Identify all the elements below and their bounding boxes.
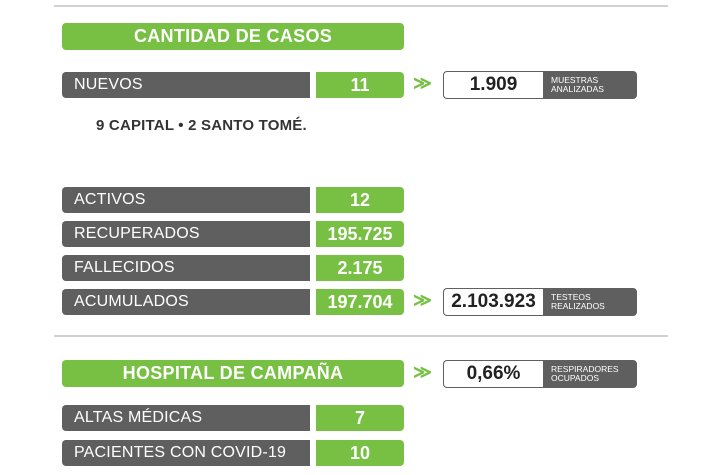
row-value-recuperados: 195.725 — [316, 221, 404, 247]
row-label-fallecidos: FALLECIDOS — [62, 255, 310, 281]
row-label-nuevos: NUEVOS — [62, 72, 310, 98]
top-divider — [54, 5, 668, 7]
testeos-stat: 2.103.923 TESTEOS REALIZADOS — [443, 288, 637, 316]
row-label-recuperados: RECUPERADOS — [62, 221, 310, 247]
row-value-nuevos: 11 — [316, 72, 404, 98]
testeos-caption-line2: REALIZADOS — [551, 301, 605, 311]
double-arrow-icon: ≫ — [413, 73, 432, 93]
respiradores-value: 0,66% — [443, 360, 543, 388]
row-value-altas: 7 — [316, 405, 404, 431]
respiradores-caption-line2: OCUPADOS — [551, 373, 600, 383]
respiradores-stat: 0,66% RESPIRADORES OCUPADOS — [443, 360, 637, 388]
row-value-fallecidos: 2.175 — [316, 255, 404, 281]
muestras-value: 1.909 — [443, 71, 543, 99]
muestras-caption-line2: ANALIZADAS — [551, 84, 604, 94]
section-title-hospital: HOSPITAL DE CAMPAÑA — [62, 360, 404, 387]
middle-divider — [54, 335, 668, 337]
testeos-caption: TESTEOS REALIZADOS — [543, 288, 637, 316]
muestras-stat: 1.909 MUESTRAS ANALIZADAS — [443, 71, 637, 99]
testeos-caption-line1: TESTEOS — [551, 292, 591, 302]
respiradores-caption-line1: RESPIRADORES — [551, 364, 619, 374]
row-label-pacientes: PACIENTES CON COVID-19 — [62, 440, 310, 466]
row-label-altas: ALTAS MÉDICAS — [62, 405, 310, 431]
muestras-caption: MUESTRAS ANALIZADAS — [543, 71, 637, 99]
section-title-cases: CANTIDAD DE CASOS — [62, 23, 404, 50]
respiradores-caption: RESPIRADORES OCUPADOS — [543, 360, 637, 388]
cases-breakdown-note: 9 CAPITAL • 2 SANTO TOMÉ. — [96, 117, 307, 134]
row-label-acumulados: ACUMULADOS — [62, 289, 310, 315]
muestras-caption-line1: MUESTRAS — [551, 75, 599, 85]
testeos-value: 2.103.923 — [443, 288, 543, 316]
double-arrow-icon: ≫ — [413, 362, 432, 382]
row-label-activos: ACTIVOS — [62, 187, 310, 213]
row-value-pacientes: 10 — [316, 440, 404, 466]
row-value-activos: 12 — [316, 187, 404, 213]
row-value-acumulados: 197.704 — [316, 289, 404, 315]
double-arrow-icon: ≫ — [413, 290, 432, 310]
